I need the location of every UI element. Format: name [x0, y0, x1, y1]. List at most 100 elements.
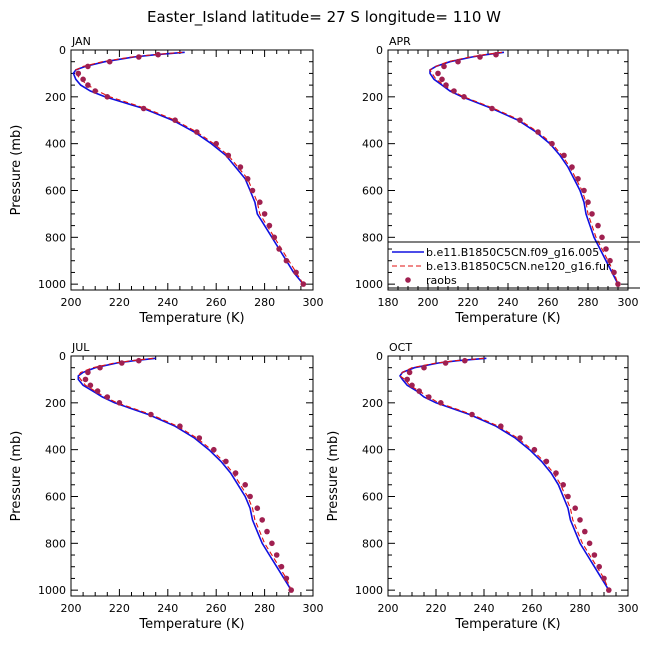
obs-point: [606, 587, 612, 593]
obs-point: [517, 117, 523, 123]
obs-point: [603, 246, 609, 252]
x-tick-label: 200: [418, 296, 439, 309]
obs-point: [595, 222, 601, 229]
obs-point: [261, 211, 268, 217]
obs-point: [85, 82, 91, 88]
y-tick-label: 200: [362, 397, 383, 410]
obs-point: [242, 482, 248, 488]
y-tick-label: 600: [362, 184, 383, 197]
x-tick-label: 220: [426, 602, 447, 615]
y-tick-label: 800: [45, 231, 66, 244]
obs-point: [451, 88, 457, 94]
x-tick-label: 260: [538, 296, 559, 309]
panel-month-label: APR: [389, 35, 411, 48]
obs-point: [582, 528, 588, 535]
obs-point: [549, 140, 555, 147]
x-tick-label: 280: [254, 296, 275, 309]
obs-point: [97, 364, 103, 371]
obs-point: [278, 563, 285, 570]
obs-point: [575, 176, 581, 182]
x-tick-label: 200: [61, 296, 82, 309]
obs-point: [283, 257, 290, 264]
obs-point: [94, 388, 101, 394]
obs-point: [257, 199, 263, 205]
y-tick-label: 400: [45, 138, 66, 151]
obs-point: [266, 222, 273, 229]
x-tick-label: 280: [570, 602, 591, 615]
obs-point: [148, 411, 154, 418]
obs-point: [596, 563, 602, 570]
x-axis-label: Temperature (K): [454, 311, 560, 326]
series-line-model1: [72, 51, 304, 285]
obs-point: [225, 152, 232, 159]
obs-point: [581, 187, 587, 194]
y-axis-label: Pressure (mb): [9, 431, 24, 522]
obs-point: [194, 129, 200, 135]
obs-point: [409, 382, 415, 389]
x-tick-label: 260: [522, 602, 543, 615]
obs-point: [406, 369, 413, 376]
y-tick-label: 800: [45, 537, 66, 550]
obs-point: [577, 517, 583, 523]
series-line-model2: [75, 51, 304, 285]
y-axis-label: Pressure (mb): [326, 431, 341, 522]
y-tick-label: 0: [376, 350, 383, 363]
obs-point: [531, 446, 538, 453]
obs-point: [259, 517, 266, 523]
obs-point: [498, 423, 504, 430]
obs-point: [140, 105, 147, 112]
obs-point: [136, 54, 142, 60]
x-tick-label: 240: [498, 296, 519, 309]
obs-point: [543, 458, 550, 465]
series-line-model1: [77, 357, 292, 591]
panel-month-label: JUL: [71, 341, 90, 354]
x-axis-label: Temperature (K): [454, 617, 560, 632]
obs-point: [442, 360, 449, 366]
obs-point: [416, 388, 423, 394]
legend-swatch-dot: [405, 277, 411, 283]
obs-point: [591, 552, 598, 558]
obs-point: [560, 482, 566, 488]
obs-point: [293, 269, 299, 276]
obs-point: [477, 54, 483, 60]
x-tick-label: 260: [206, 602, 227, 615]
panels: 200 220 240 260 280 300 0 200 400 600 800 1000 JAN Te…: [9, 35, 639, 632]
y-tick-label: 1000: [38, 584, 66, 597]
panel-month-label: JAN: [71, 35, 91, 48]
obs-point: [244, 176, 251, 182]
obs-point: [611, 269, 617, 276]
obs-point: [599, 234, 605, 241]
obs-point: [136, 357, 142, 364]
obs-point: [249, 187, 256, 194]
obs-point: [288, 587, 295, 593]
legend: b.e11.B1850C5CN.f09_g16.005b.e13.B1850C5…: [388, 241, 640, 289]
x-tick-label: 220: [109, 296, 130, 309]
obs-point: [264, 528, 270, 535]
obs-point: [421, 364, 427, 371]
x-tick-label: 280: [254, 602, 275, 615]
obs-point: [196, 435, 203, 441]
panel-month-label: OCT: [389, 341, 412, 354]
obs-point: [607, 257, 613, 264]
obs-point: [535, 129, 541, 135]
obs-point: [75, 70, 82, 77]
y-tick-label: 800: [362, 537, 383, 550]
obs-point: [569, 164, 575, 170]
y-tick-label: 600: [362, 490, 383, 503]
obs-point: [213, 140, 219, 147]
obs-point: [177, 423, 183, 430]
legend-label: raobs: [426, 274, 457, 287]
obs-point: [271, 234, 278, 241]
obs-point: [426, 394, 432, 400]
obs-point: [561, 152, 567, 159]
x-tick-label: 240: [157, 296, 178, 309]
x-tick-label: 300: [303, 296, 324, 309]
panel-oct: 200 220 240 260 280 300 0 200 400 600 800 1000 OCT Te…: [326, 341, 639, 632]
y-tick-label: 0: [376, 44, 383, 57]
obs-point: [438, 400, 444, 406]
obs-point: [615, 281, 621, 287]
y-tick-label: 0: [59, 350, 66, 363]
obs-point: [435, 70, 441, 77]
obs-point: [237, 164, 244, 170]
